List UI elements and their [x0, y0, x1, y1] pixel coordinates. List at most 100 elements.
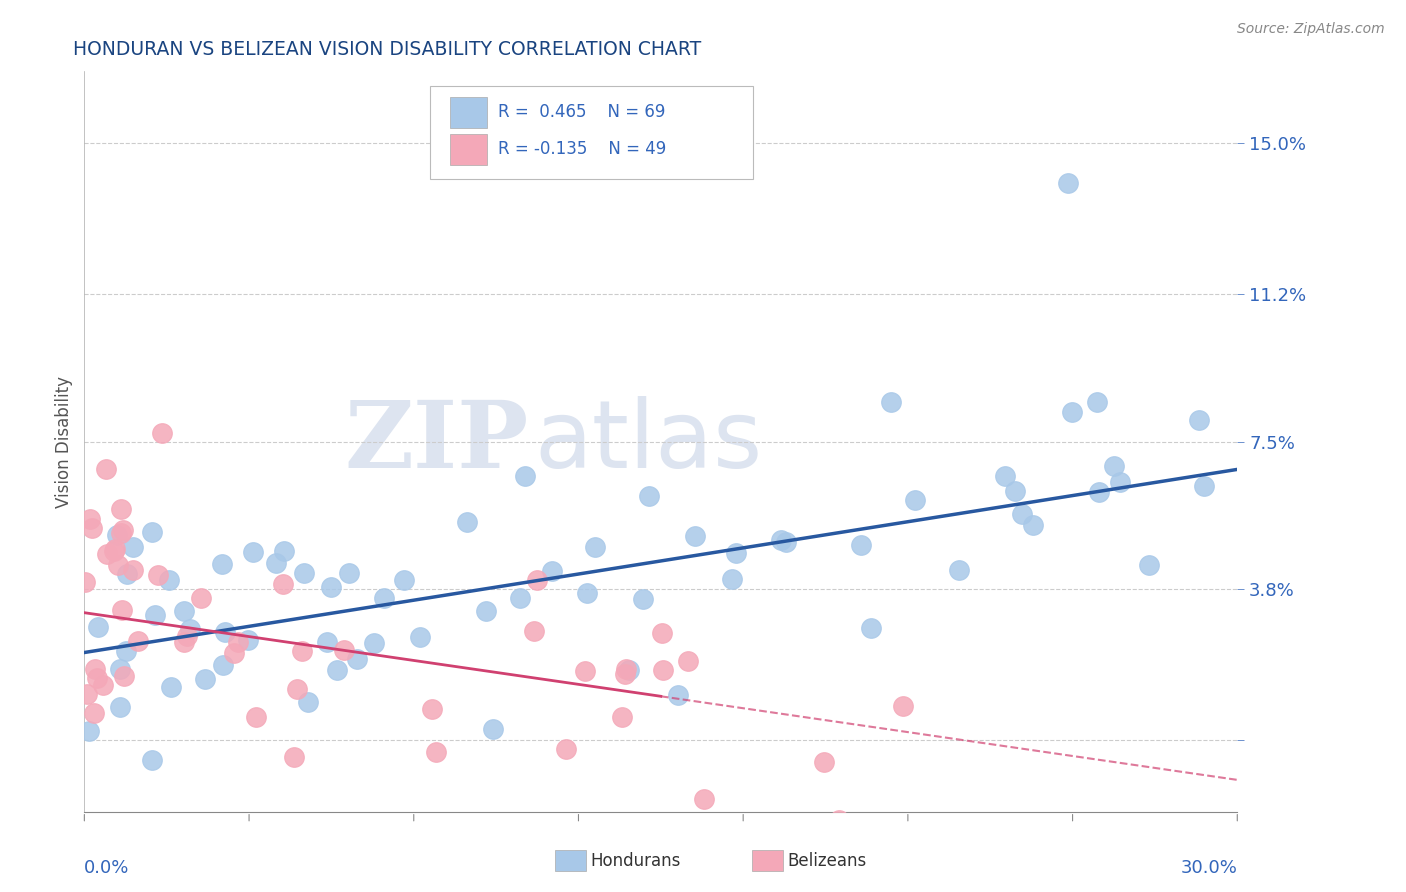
- Point: [540, 564, 562, 578]
- Point: [1139, 558, 1161, 573]
- Point: [583, 540, 606, 554]
- Text: atlas: atlas: [534, 395, 762, 488]
- Point: [159, 680, 181, 694]
- Point: [891, 699, 914, 714]
- Point: [509, 591, 531, 606]
- Point: [456, 515, 478, 529]
- Point: [121, 563, 143, 577]
- Point: [475, 604, 498, 618]
- FancyBboxPatch shape: [430, 87, 754, 178]
- Point: [266, 557, 288, 571]
- Point: [523, 624, 546, 638]
- Point: [110, 526, 132, 541]
- Point: [1057, 176, 1080, 190]
- Point: [104, 541, 127, 556]
- Point: [948, 563, 970, 577]
- Point: [1062, 405, 1084, 419]
- Point: [141, 753, 163, 767]
- Point: [283, 749, 305, 764]
- Point: [214, 625, 236, 640]
- Point: [337, 566, 360, 581]
- Point: [652, 663, 675, 677]
- Text: 0.0%: 0.0%: [84, 860, 129, 878]
- Point: [115, 566, 138, 581]
- Point: [273, 577, 295, 591]
- Point: [236, 632, 259, 647]
- Point: [105, 528, 128, 542]
- Point: [141, 524, 163, 539]
- Point: [363, 636, 385, 650]
- Point: [1194, 479, 1216, 493]
- Point: [651, 626, 673, 640]
- Point: [676, 654, 699, 668]
- Point: [112, 669, 135, 683]
- Point: [82, 521, 104, 535]
- Point: [150, 425, 173, 440]
- Point: [245, 710, 267, 724]
- Point: [83, 706, 105, 720]
- Point: [575, 586, 598, 600]
- Point: [994, 468, 1017, 483]
- Point: [91, 678, 114, 692]
- Point: [94, 462, 117, 476]
- Text: Source: ZipAtlas.com: Source: ZipAtlas.com: [1237, 22, 1385, 37]
- Point: [482, 723, 505, 737]
- Point: [315, 634, 337, 648]
- Point: [76, 687, 98, 701]
- Point: [146, 568, 169, 582]
- Point: [319, 580, 342, 594]
- Point: [813, 756, 835, 770]
- Point: [1088, 485, 1111, 500]
- Point: [1188, 412, 1211, 426]
- Point: [157, 573, 180, 587]
- Point: [212, 657, 235, 672]
- Point: [273, 543, 295, 558]
- Text: R =  0.465    N = 69: R = 0.465 N = 69: [498, 103, 665, 121]
- Point: [179, 623, 201, 637]
- Point: [173, 635, 195, 649]
- Point: [194, 673, 217, 687]
- Point: [77, 724, 100, 739]
- Point: [110, 662, 132, 676]
- Point: [638, 489, 661, 503]
- Point: [879, 394, 901, 409]
- Point: [1085, 394, 1108, 409]
- Text: Belizeans: Belizeans: [787, 852, 866, 870]
- Point: [619, 663, 641, 677]
- Point: [409, 630, 432, 644]
- Text: Hondurans: Hondurans: [591, 852, 681, 870]
- Point: [1004, 483, 1026, 498]
- Point: [631, 591, 654, 606]
- Point: [775, 534, 797, 549]
- Point: [1102, 458, 1125, 473]
- Point: [103, 544, 125, 558]
- Point: [87, 619, 110, 633]
- Point: [1011, 507, 1033, 521]
- Point: [242, 544, 264, 558]
- Point: [693, 792, 716, 806]
- FancyBboxPatch shape: [450, 134, 486, 165]
- Point: [115, 644, 138, 658]
- Point: [346, 652, 368, 666]
- Point: [292, 566, 315, 581]
- Point: [79, 512, 101, 526]
- Point: [394, 573, 416, 587]
- Point: [1108, 475, 1130, 489]
- Point: [211, 557, 233, 571]
- Point: [1022, 517, 1045, 532]
- Point: [614, 666, 637, 681]
- Point: [110, 699, 132, 714]
- Point: [107, 558, 129, 572]
- Point: [666, 688, 689, 702]
- Point: [127, 634, 149, 648]
- Point: [828, 813, 851, 827]
- Point: [176, 629, 198, 643]
- Point: [291, 644, 314, 658]
- Point: [574, 664, 596, 678]
- FancyBboxPatch shape: [450, 96, 486, 128]
- Point: [226, 634, 249, 648]
- Point: [143, 608, 166, 623]
- Y-axis label: Vision Disability: Vision Disability: [55, 376, 73, 508]
- Point: [425, 745, 447, 759]
- Point: [112, 523, 135, 537]
